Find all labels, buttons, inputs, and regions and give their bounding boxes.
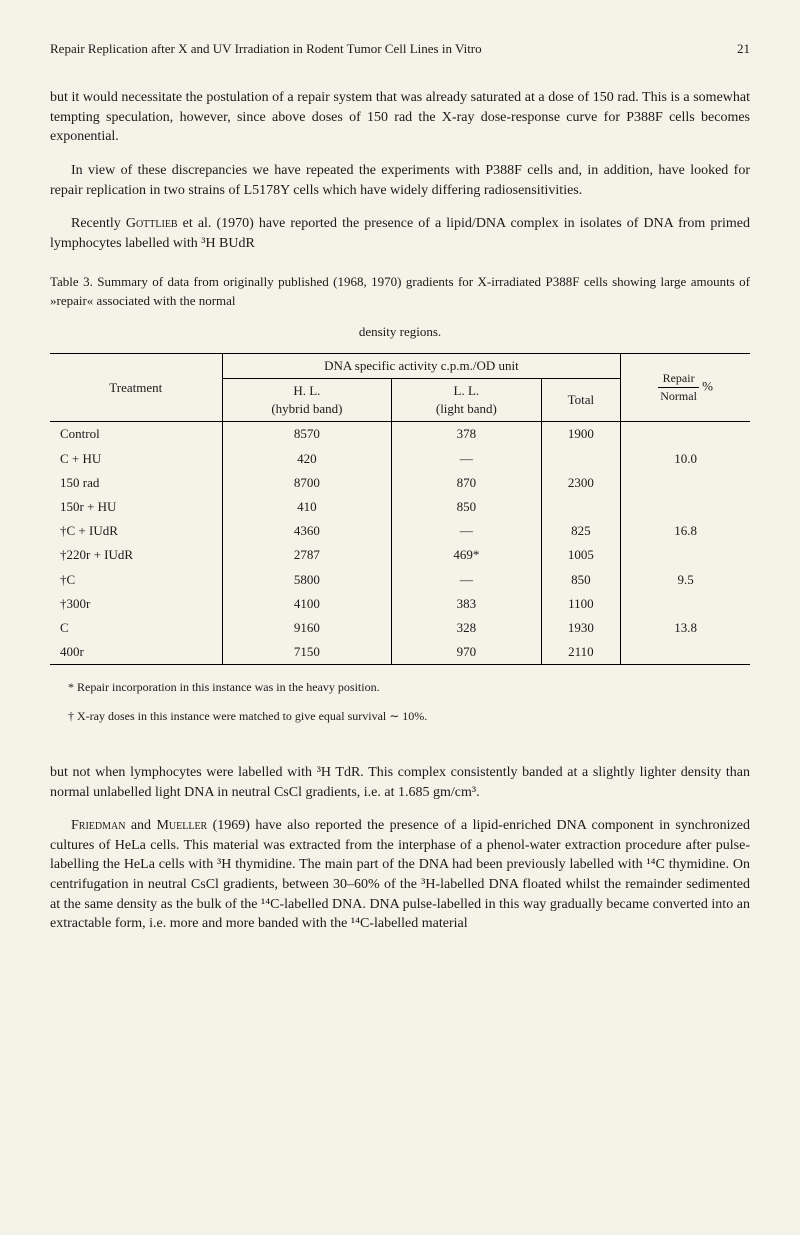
cell: 1005 (541, 543, 621, 567)
cell (621, 422, 750, 447)
th-hl-1: H. L. (293, 383, 320, 398)
table-row: †220r + IUdR2787469*1005 (50, 543, 750, 567)
table-row: 150r + HU410850 (50, 495, 750, 519)
cell: †300r (50, 592, 222, 616)
header-page: 21 (737, 40, 750, 58)
cell (621, 592, 750, 616)
paragraph-4: but not when lymphocytes were labelled w… (50, 763, 750, 802)
th-total: Total (541, 379, 621, 422)
cell: C + HU (50, 447, 222, 471)
cell: 1100 (541, 592, 621, 616)
cell: 825 (541, 519, 621, 543)
cell: 970 (392, 640, 541, 665)
cell: 850 (392, 495, 541, 519)
cell (541, 447, 621, 471)
cell: 5800 (222, 568, 392, 592)
cell: — (392, 519, 541, 543)
cell: 1900 (541, 422, 621, 447)
th-treatment: Treatment (50, 353, 222, 422)
table-row: C9160328193013.8 (50, 616, 750, 640)
th-hl: H. L. (hybrid band) (222, 379, 392, 422)
table-row: †300r41003831100 (50, 592, 750, 616)
th-hl-2: (hybrid band) (271, 401, 342, 416)
cell: 8700 (222, 471, 392, 495)
cell: 10.0 (621, 447, 750, 471)
footnote-1: * Repair incorporation in this instance … (50, 679, 750, 696)
cell: 328 (392, 616, 541, 640)
table-body: Control85703781900 C + HU420—10.0 150 ra… (50, 422, 750, 665)
table-row: †C5800—8509.5 (50, 568, 750, 592)
cell: †C + IUdR (50, 519, 222, 543)
cell: 150 rad (50, 471, 222, 495)
frac-repair: Repair (658, 370, 699, 388)
cell: 400r (50, 640, 222, 665)
cell: 850 (541, 568, 621, 592)
cell: 1930 (541, 616, 621, 640)
para3-gottlieb: Gottlieb (126, 216, 178, 231)
cell: C (50, 616, 222, 640)
para5-rest: (1969) have also reported the presence o… (50, 818, 750, 931)
frac-normal: Normal (658, 388, 699, 405)
table-caption: Table 3. Summary of data from originally… (50, 273, 750, 309)
cell: 383 (392, 592, 541, 616)
repair-normal-frac: Repair Normal (658, 370, 699, 405)
header-title: Repair Replication after X and UV Irradi… (50, 40, 482, 58)
cell: 9160 (222, 616, 392, 640)
cell: 2787 (222, 543, 392, 567)
pct-sign: % (702, 379, 713, 394)
cell: 410 (222, 495, 392, 519)
cell: 378 (392, 422, 541, 447)
th-dna: DNA specific activity c.p.m./OD unit (222, 353, 621, 378)
cell: †220r + IUdR (50, 543, 222, 567)
table-row: †C + IUdR4360—82516.8 (50, 519, 750, 543)
cell: 469* (392, 543, 541, 567)
cell: 8570 (222, 422, 392, 447)
para5-mueller: Mueller (156, 818, 207, 833)
th-ll-2: (light band) (436, 401, 497, 416)
para3-a: Recently (71, 216, 126, 231)
table-row: 150 rad87008702300 (50, 471, 750, 495)
cell: 2110 (541, 640, 621, 665)
para5-friedman: Friedman (71, 818, 125, 833)
table-row: C + HU420— 10.0 (50, 447, 750, 471)
table-caption-2: density regions. (50, 323, 750, 341)
cell (541, 495, 621, 519)
cell: 9.5 (621, 568, 750, 592)
cell: — (392, 447, 541, 471)
footnote-2: † X-ray doses in this instance were matc… (50, 708, 750, 725)
table-row: 400r71509702110 (50, 640, 750, 665)
cell (621, 640, 750, 665)
cell: 2300 (541, 471, 621, 495)
cell: 13.8 (621, 616, 750, 640)
paragraph-3: Recently Gottlieb et al. (1970) have rep… (50, 214, 750, 253)
cell (621, 543, 750, 567)
cell: — (392, 568, 541, 592)
cell: Control (50, 422, 222, 447)
para5-and: and (125, 818, 156, 833)
cell: †C (50, 568, 222, 592)
paragraph-2: In view of these discrepancies we have r… (50, 161, 750, 200)
cell: 420 (222, 447, 392, 471)
table-row: Control85703781900 (50, 422, 750, 447)
cell: 4360 (222, 519, 392, 543)
data-table: Treatment DNA specific activity c.p.m./O… (50, 353, 750, 665)
paragraph-5: Friedman and Mueller (1969) have also re… (50, 816, 750, 934)
th-ll-1: L. L. (454, 383, 480, 398)
page-header: Repair Replication after X and UV Irradi… (50, 40, 750, 58)
cell (621, 495, 750, 519)
th-repair-normal: Repair Normal % (621, 353, 750, 422)
cell: 150r + HU (50, 495, 222, 519)
cell: 4100 (222, 592, 392, 616)
cell: 16.8 (621, 519, 750, 543)
cell: 7150 (222, 640, 392, 665)
cell: 870 (392, 471, 541, 495)
cell (621, 471, 750, 495)
th-ll: L. L. (light band) (392, 379, 541, 422)
paragraph-1: but it would necessitate the postulation… (50, 88, 750, 147)
